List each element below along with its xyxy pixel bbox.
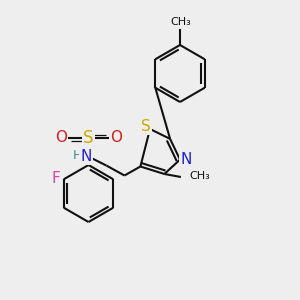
Text: F: F — [52, 171, 61, 186]
Text: CH₃: CH₃ — [170, 17, 191, 27]
Text: O: O — [110, 130, 122, 146]
Text: S: S — [83, 129, 94, 147]
Text: O: O — [55, 130, 67, 146]
Text: S: S — [141, 119, 151, 134]
Text: CH₃: CH₃ — [189, 171, 210, 182]
Text: N: N — [80, 149, 92, 164]
Text: H: H — [72, 149, 82, 162]
Text: N: N — [180, 152, 192, 166]
